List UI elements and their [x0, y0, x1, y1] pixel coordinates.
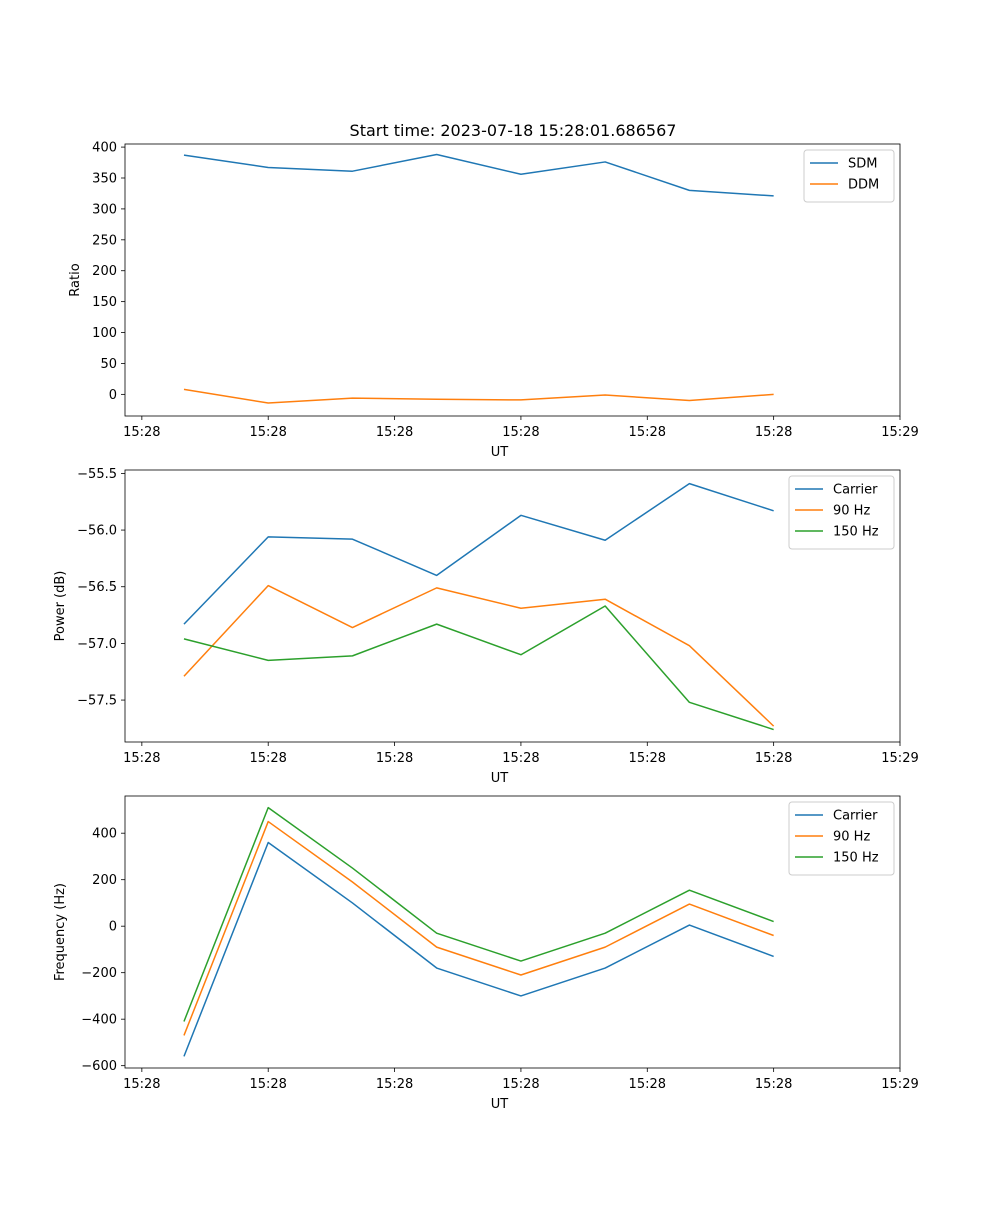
y-axis-label: Ratio: [68, 263, 83, 296]
y-tick-label: 200: [92, 264, 117, 279]
series-line-sdm: [183, 153, 774, 197]
y-tick-label: 0: [109, 388, 117, 403]
y-tick-label: −400: [81, 1013, 117, 1028]
legend-label-150-hz: 150 Hz: [833, 851, 879, 866]
x-tick-label: 15:28: [629, 425, 666, 440]
x-tick-label: 15:29: [881, 425, 918, 440]
y-tick-label: −57.5: [77, 694, 117, 709]
x-tick-label: 15:28: [249, 425, 286, 440]
series-line-90-hz: [183, 820, 774, 1036]
legend-label-carrier: Carrier: [833, 483, 878, 498]
y-tick-label: 50: [100, 357, 117, 372]
series-line-150-hz: [183, 605, 774, 731]
y-tick-label: 0: [109, 920, 117, 935]
y-tick-label: −55.5: [77, 467, 117, 482]
y-tick-label: 250: [92, 233, 117, 248]
y-tick-label: −57.0: [77, 637, 117, 652]
x-tick-label: 15:28: [376, 751, 413, 766]
x-tick-label: 15:28: [502, 425, 539, 440]
y-axis-label: Power (dB): [53, 571, 68, 642]
x-tick-label: 15:28: [123, 1077, 160, 1092]
x-axis-label: UT: [491, 1097, 509, 1112]
axes-frame: [124, 143, 901, 417]
x-axis-label: UT: [491, 445, 509, 460]
subplot-ratio: 15:28 15:28 15:28 15:28 15:28 15:28 15:29 0 50 10…: [68, 141, 919, 460]
x-tick-label: 15:28: [629, 751, 666, 766]
y-tick-label: 200: [92, 873, 117, 888]
series-line-carrier: [183, 482, 774, 625]
series-line-90-hz: [183, 584, 775, 727]
x-axis-label: UT: [491, 771, 509, 786]
y-tick-label: −200: [81, 966, 117, 981]
x-tick-label: 15:28: [123, 425, 160, 440]
x-tick-label: 15:28: [755, 751, 792, 766]
legend-label-ddm: DDM: [848, 178, 879, 193]
series-line-150-hz: [183, 806, 774, 1022]
y-tick-label: −600: [81, 1059, 117, 1074]
x-tick-label: 15:28: [755, 425, 792, 440]
x-tick-label: 15:28: [249, 1077, 286, 1092]
legend-label-sdm: SDM: [848, 157, 877, 172]
y-tick-label: −56.0: [77, 524, 117, 539]
x-tick-label: 15:29: [881, 751, 918, 766]
legend-label-90-hz: 90 Hz: [833, 830, 870, 845]
x-tick-label: 15:28: [376, 425, 413, 440]
subplot-power: 15:28 15:28 15:28 15:28 15:28 15:28 15:29 −57.5…: [53, 467, 919, 786]
y-tick-label: 100: [92, 326, 117, 341]
legend-label-150-hz: 150 Hz: [833, 525, 879, 540]
subplot-frequency: 15:28 15:28 15:28 15:28 15:28 15:28 15:29 −600 −…: [53, 795, 919, 1112]
series-line-ddm: [183, 388, 774, 404]
y-tick-label: 300: [92, 202, 117, 217]
figure-title: Start time: 2023-07-18 15:28:01.686567: [350, 121, 677, 140]
x-tick-label: 15:28: [502, 1077, 539, 1092]
axes-frame: [124, 795, 901, 1069]
x-tick-label: 15:28: [376, 1077, 413, 1092]
y-tick-label: 400: [92, 827, 117, 842]
x-tick-label: 15:28: [249, 751, 286, 766]
y-tick-label: 400: [92, 141, 117, 156]
x-tick-label: 15:28: [502, 751, 539, 766]
x-tick-label: 15:29: [881, 1077, 918, 1092]
x-tick-label: 15:28: [755, 1077, 792, 1092]
series-line-carrier: [183, 841, 774, 1057]
y-tick-label: 350: [92, 172, 117, 187]
legend-label-90-hz: 90 Hz: [833, 504, 870, 519]
x-tick-label: 15:28: [123, 751, 160, 766]
axes-frame: [124, 469, 901, 743]
y-axis-label: Frequency (Hz): [53, 883, 68, 981]
x-tick-label: 15:28: [629, 1077, 666, 1092]
y-tick-label: −56.5: [77, 580, 117, 595]
y-tick-label: 150: [92, 295, 117, 310]
legend-label-carrier: Carrier: [833, 809, 878, 824]
